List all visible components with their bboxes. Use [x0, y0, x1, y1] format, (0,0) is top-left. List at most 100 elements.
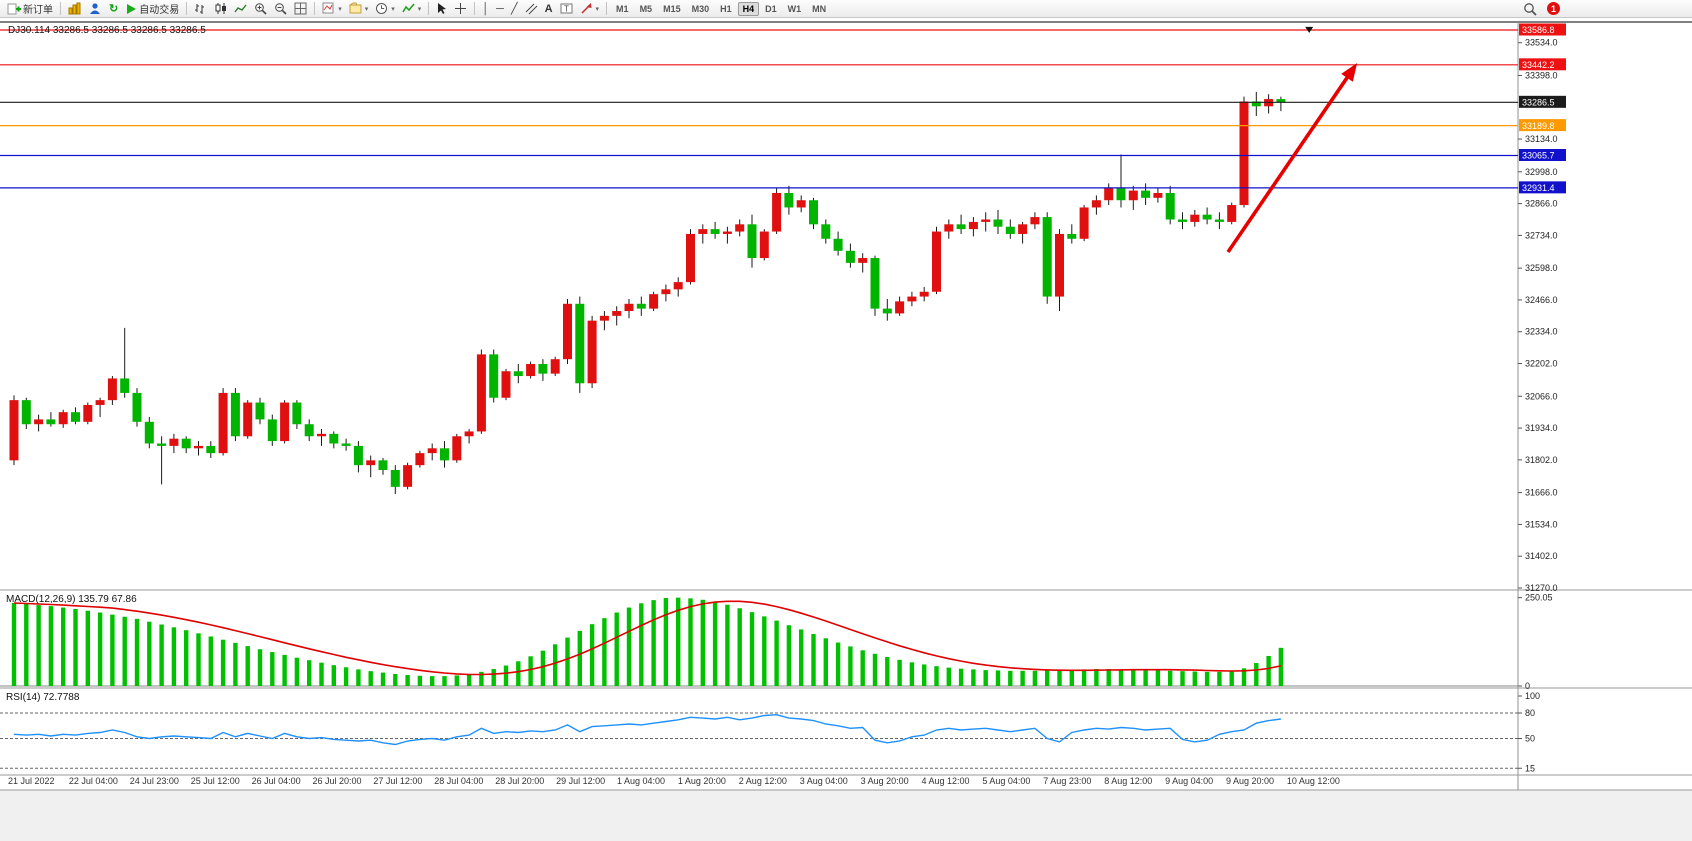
price-badge	[1519, 119, 1566, 132]
accounts-button[interactable]	[86, 0, 105, 18]
vertical-line-tool-button[interactable]: │	[479, 0, 492, 18]
time-axis: 21 Jul 2022 22 Jul 04:00 24 Jul 23:00 25 Ju…	[8, 776, 1340, 786]
search-icon	[1523, 2, 1537, 16]
rsi-axis-label: 50	[1525, 734, 1535, 744]
price-badge	[1519, 149, 1566, 162]
time-axis-label: 25 Jul 12:00	[191, 776, 240, 786]
time-axis-label: 9 Aug 04:00	[1165, 776, 1213, 786]
profiles-button[interactable]: ▾	[346, 0, 372, 18]
text-tool-button[interactable]: A	[542, 0, 556, 18]
text-label-icon: T	[560, 2, 573, 15]
tile-windows-button[interactable]	[291, 0, 310, 18]
market-depth-icon	[68, 2, 82, 15]
timeframe-button-m5[interactable]: M5	[639, 3, 653, 14]
toolbar-right-group: 1	[1520, 0, 1560, 18]
time-axis-label: 4 Aug 12:00	[922, 776, 970, 786]
rsi-axis-label: 15	[1525, 763, 1535, 773]
price-axis-label: 32334.0	[1525, 327, 1558, 337]
price-axis-label: 32998.0	[1525, 167, 1558, 177]
timeframe-button-mn[interactable]: MN	[812, 3, 827, 14]
macd-histogram	[0, 597, 1518, 687]
timeframe-button-m1[interactable]: M1	[616, 3, 629, 14]
search-button[interactable]	[1520, 0, 1540, 18]
time-axis-label: 3 Aug 20:00	[861, 776, 909, 786]
refresh-button[interactable]: ↻	[106, 0, 121, 18]
indicators-button[interactable]: ▾	[399, 0, 425, 18]
autotrading-button[interactable]: 自动交易	[122, 0, 182, 18]
new-chart-icon	[322, 2, 335, 15]
time-axis-label: 9 Aug 20:00	[1226, 776, 1274, 786]
price-badge-label: 33586.8	[1522, 25, 1555, 35]
bar-chart-type-button[interactable]	[191, 0, 210, 18]
refresh-icon: ↻	[109, 2, 119, 15]
time-axis-label: 3 Aug 04:00	[800, 776, 848, 786]
channel-icon	[525, 2, 538, 15]
caret-down-icon: ▾	[364, 5, 369, 13]
tile-windows-icon	[294, 2, 307, 15]
chart-canvas[interactable]: 33586.8 33442.2 33286.5 33189.8 33065.7 32931…	[0, 18, 1692, 841]
price-axis-label: 33534.0	[1525, 38, 1558, 48]
notification-badge[interactable]: 1	[1547, 2, 1560, 15]
price-badge	[1519, 58, 1566, 71]
time-axis-label: 1 Aug 04:00	[617, 776, 665, 786]
separator	[314, 2, 316, 15]
horizontal-line-tool-button[interactable]: ─	[493, 0, 507, 18]
cursor-tool-button[interactable]	[433, 0, 450, 18]
price-axis-label: 31270.0	[1525, 583, 1558, 593]
label-tool-button[interactable]: T	[557, 0, 576, 18]
line-chart-icon	[234, 2, 247, 15]
shapes-tool-button[interactable]: ▾	[577, 0, 603, 18]
caret-down-icon: ▾	[338, 5, 342, 13]
price-axis-label: 31802.0	[1525, 455, 1558, 465]
line-chart-type-button[interactable]	[231, 0, 250, 18]
caret-down-icon: ▾	[391, 5, 395, 13]
zoom-in-button[interactable]	[251, 0, 270, 18]
zoom-out-button[interactable]	[271, 0, 290, 18]
text-icon: A	[544, 2, 553, 15]
candlestick-type-button[interactable]	[211, 0, 230, 18]
channel-tool-button[interactable]	[522, 0, 541, 18]
timeframe-button-h1[interactable]: H1	[720, 3, 732, 14]
triangle-marker-icon[interactable]	[1305, 26, 1314, 33]
time-axis-label: 28 Jul 04:00	[434, 776, 483, 786]
arrow-shape-icon	[580, 2, 593, 15]
new-order-icon	[7, 2, 21, 15]
new-chart-button[interactable]: ▾	[319, 0, 345, 18]
profiles-icon	[348, 2, 362, 15]
price-axis-label: 32866.0	[1525, 199, 1558, 209]
trendline-tool-button[interactable]: ╱	[508, 0, 521, 18]
autotrading-icon	[125, 3, 137, 15]
price-axis-label: 33134.0	[1525, 134, 1558, 144]
time-axis-label: 21 Jul 2022	[8, 776, 55, 786]
timeframe-button-m30[interactable]: M30	[691, 3, 710, 14]
accounts-icon	[89, 2, 102, 15]
crosshair-tool-button[interactable]	[451, 0, 470, 18]
time-axis-label: 28 Jul 20:00	[495, 776, 544, 786]
macd-axis-label: 250.05	[1525, 593, 1553, 603]
time-axis-label: 10 Aug 12:00	[1287, 776, 1340, 786]
price-badge-label: 33442.2	[1522, 60, 1555, 70]
price-axis-label: 32466.0	[1525, 295, 1558, 305]
market-depth-button[interactable]	[65, 0, 85, 18]
price-badge	[1519, 95, 1566, 108]
new-order-button[interactable]: 新订单	[4, 0, 56, 18]
level-lines[interactable]: 33586.8 33442.2 33286.5 33189.8 33065.7 32931…	[0, 23, 1566, 194]
time-axis-label: 24 Jul 23:00	[130, 776, 179, 786]
svg-text:T: T	[564, 5, 569, 14]
price-axis-label: 31666.0	[1525, 488, 1558, 498]
price-badge-label: 32931.4	[1522, 183, 1555, 193]
price-badge	[1519, 181, 1566, 194]
time-axis-label: 8 Aug 12:00	[1104, 776, 1152, 786]
timeframe-button-d1[interactable]: D1	[765, 3, 777, 14]
trend-arrow[interactable]	[1226, 62, 1358, 254]
zoom-in-icon	[254, 2, 267, 15]
rsi-axis-label: 80	[1525, 708, 1535, 718]
separator	[606, 2, 608, 15]
timeframe-button-w1[interactable]: W1	[787, 3, 802, 14]
toolbar: 新订单 ↻ 自动交易 ▾ ▾ ▾ ▾ │ ─ ╱ A T ▾ M1 M5 M15 M3…	[0, 0, 1692, 18]
price-axis-label: 31402.0	[1525, 551, 1558, 561]
period-button[interactable]: ▾	[372, 0, 398, 18]
price-badge-label: 33189.8	[1522, 121, 1555, 131]
timeframe-button-h4[interactable]: H4	[737, 1, 760, 16]
timeframe-button-m15[interactable]: M15	[663, 3, 681, 14]
